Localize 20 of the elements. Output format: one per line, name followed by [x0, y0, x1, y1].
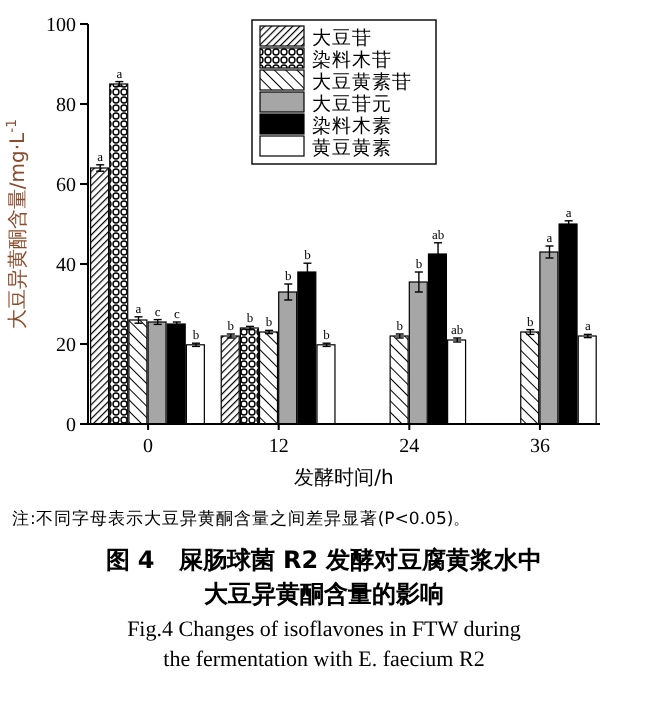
text: 注:不同字母表示大豆异黄酮含量之间差异显著(P<0.05)。: [12, 508, 472, 530]
y-tick-label: 80: [56, 95, 76, 117]
y-tick-label: 0: [66, 415, 76, 437]
legend-label: 大豆苷元: [312, 92, 392, 116]
legend-label: 大豆黄素苷: [312, 70, 412, 94]
x-axis-title: 发酵时间/h: [294, 466, 394, 490]
text: 图 4 屎肠球菌 R2 发酵对豆腐黄浆水中大豆异黄酮含量的影响: [105, 546, 543, 608]
x-tick-label: 0: [143, 436, 154, 458]
text: Fig.4 Changes of isoflavones in FTW during the fermentation with E. faecium R2: [127, 618, 522, 672]
y-tick-label: 40: [56, 255, 76, 277]
y-tick-label: 60: [56, 175, 76, 197]
x-tick-label: 12: [268, 436, 289, 458]
x-tick-label: 24: [399, 436, 420, 458]
legend-label: 染料木苷: [312, 48, 392, 72]
y-tick-label: 20: [56, 335, 76, 357]
legend-label: 黄豆黄素: [312, 136, 392, 160]
x-tick-label: 36: [529, 436, 550, 458]
y-tick-label: 100: [46, 15, 76, 37]
legend-label: 染料木素: [312, 114, 392, 138]
legend-label: 大豆苷: [312, 26, 372, 50]
